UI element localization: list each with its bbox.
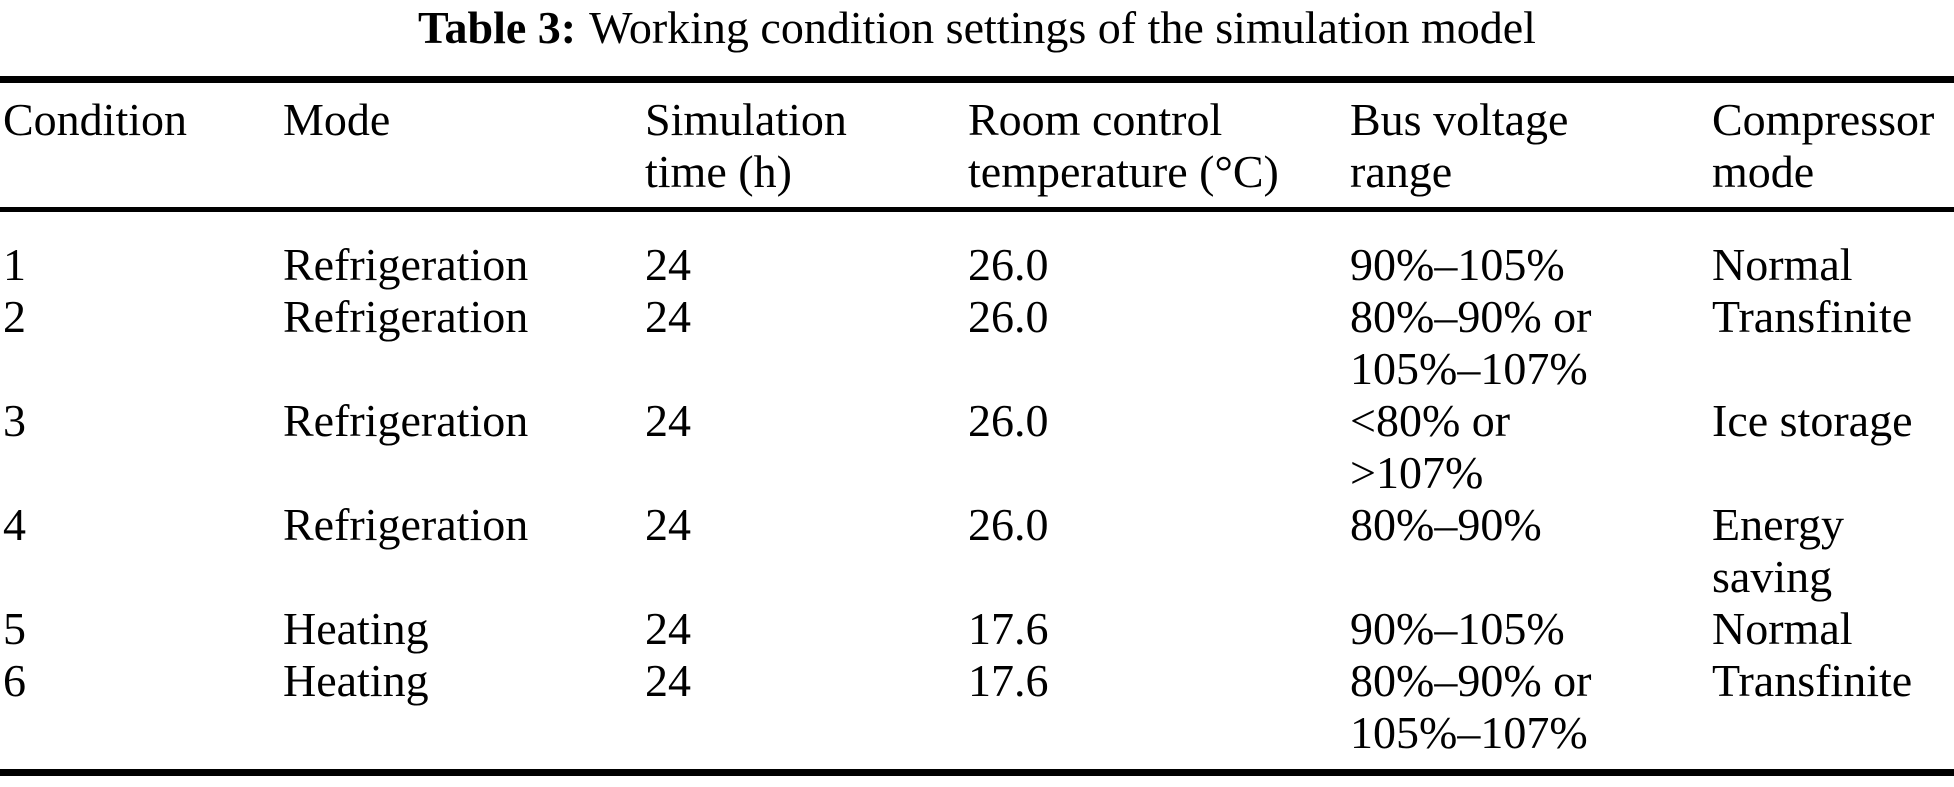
col-header-simulation-time: Simulation time (h) [645, 79, 968, 212]
cell-bus-voltage-range: <80% or >107% [1350, 395, 1511, 498]
table-row: 2 Refrigeration 24 26.0 80%–90% or 105%–107%… [0, 291, 1954, 395]
cell-bus-voltage-range: 90%–105% [1350, 239, 1565, 290]
cell-simulation-time: 24 [645, 395, 691, 446]
cell-condition: 6 [3, 655, 26, 706]
table-caption: Table 3: Working condition settings of th… [0, 0, 1954, 55]
cell-condition: 4 [3, 499, 26, 550]
cell-bus-voltage-range: 80%–90% or 105%–107% [1350, 291, 1592, 394]
table-row: 4 Refrigeration 24 26.0 80%–90% Energy saving [0, 499, 1954, 603]
cell-compressor-mode: Energy saving [1712, 499, 1845, 602]
cell-simulation-time: 24 [645, 291, 691, 342]
table-row: 5 Heating 24 17.6 90%–105% Normal [0, 603, 1954, 655]
header-row: Condition Mode Simulation time (h) Room … [0, 79, 1954, 212]
cell-compressor-mode: Transfinite [1712, 655, 1913, 706]
cell-condition: 5 [3, 603, 26, 654]
cell-compressor-mode: Normal [1712, 239, 1853, 290]
table-row: 3 Refrigeration 24 26.0 <80% or >107% Ice sto… [0, 395, 1954, 499]
col-header-mode: Mode [283, 79, 645, 212]
cell-mode: Heating [283, 655, 429, 706]
col-header-bus-voltage-range: Bus voltage range [1350, 79, 1712, 212]
cell-room-control-temperature: 26.0 [968, 499, 1049, 550]
cell-compressor-mode: Transfinite [1712, 291, 1913, 342]
cell-mode: Refrigeration [283, 291, 529, 342]
cell-bus-voltage-range: 80%–90% or 105%–107% [1350, 655, 1592, 758]
cell-mode: Refrigeration [283, 499, 529, 550]
table-row: 1 Refrigeration 24 26.0 90%–105% Normal [0, 210, 1954, 292]
table-body: 1 Refrigeration 24 26.0 90%–105% Normal 2 Refri… [0, 210, 1954, 773]
table-caption-number: Table 3: [418, 2, 577, 53]
cell-compressor-mode: Normal [1712, 603, 1853, 654]
cell-bus-voltage-range: 90%–105% [1350, 603, 1565, 654]
cell-room-control-temperature: 17.6 [968, 655, 1049, 706]
cell-simulation-time: 24 [645, 239, 691, 290]
table-row: 6 Heating 24 17.6 80%–90% or 105%–107% Transf… [0, 655, 1954, 773]
cell-mode: Heating [283, 603, 429, 654]
cell-compressor-mode: Ice storage [1712, 395, 1913, 446]
cell-condition: 3 [3, 395, 26, 446]
working-conditions-table: Condition Mode Simulation time (h) Room … [0, 76, 1954, 776]
cell-simulation-time: 24 [645, 603, 691, 654]
table-caption-text: Working condition settings of the simula… [589, 2, 1536, 53]
cell-room-control-temperature: 26.0 [968, 239, 1049, 290]
cell-condition: 1 [3, 239, 26, 290]
cell-mode: Refrigeration [283, 395, 529, 446]
cell-room-control-temperature: 26.0 [968, 291, 1049, 342]
cell-room-control-temperature: 17.6 [968, 603, 1049, 654]
cell-condition: 2 [3, 291, 26, 342]
cell-simulation-time: 24 [645, 499, 691, 550]
cell-bus-voltage-range: 80%–90% [1350, 499, 1542, 550]
col-header-compressor-mode: Compressor mode [1712, 79, 1954, 212]
col-header-room-control-temperature: Room control temperature (°C) [968, 79, 1350, 212]
col-header-condition: Condition [0, 79, 283, 212]
cell-mode: Refrigeration [283, 239, 529, 290]
cell-room-control-temperature: 26.0 [968, 395, 1049, 446]
cell-simulation-time: 24 [645, 655, 691, 706]
